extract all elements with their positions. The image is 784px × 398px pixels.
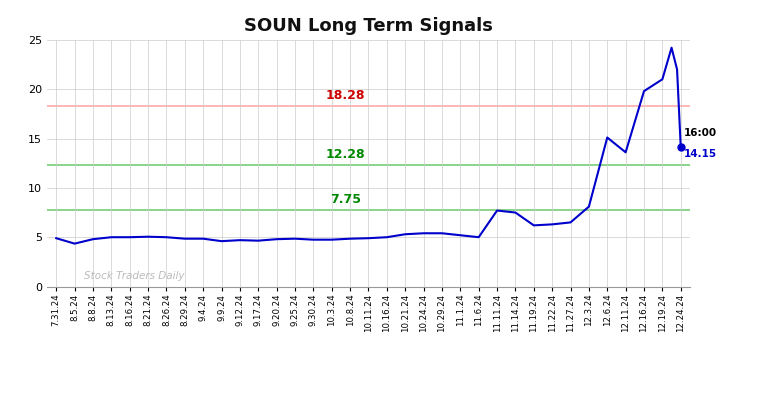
Title: SOUN Long Term Signals: SOUN Long Term Signals (244, 18, 493, 35)
Text: 16:00: 16:00 (684, 128, 717, 138)
Text: 12.28: 12.28 (325, 148, 365, 162)
Text: 14.15: 14.15 (684, 149, 717, 159)
Text: 18.28: 18.28 (326, 89, 365, 102)
Text: 7.75: 7.75 (330, 193, 361, 206)
Text: Stock Traders Daily: Stock Traders Daily (84, 271, 184, 281)
